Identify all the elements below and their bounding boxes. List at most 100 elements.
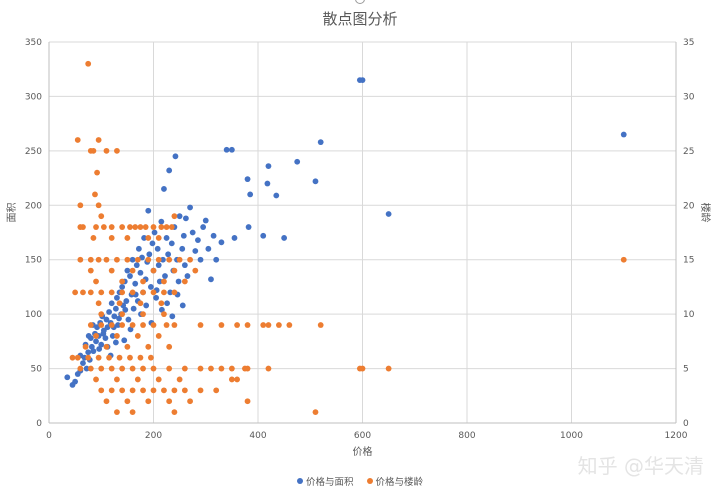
price-age-point [100,224,107,230]
price-age-point [155,235,162,241]
price-area-point [88,343,95,350]
price-area-point [184,273,191,279]
price-area-point [111,313,118,320]
price-age-point [103,398,110,405]
price-age-point [158,224,165,230]
chart-legend: 价格与面积 价格与楼龄 [0,474,720,488]
price-age-point [116,300,123,307]
price-area-point [137,269,144,276]
price-age-point [129,267,136,274]
price-area-point [180,232,187,239]
price-age-point [145,235,152,241]
price-area-point [197,256,204,263]
price-area-point [122,306,129,313]
price-age-point [171,213,178,220]
price-area-point [265,163,272,169]
price-age-point [108,267,115,274]
price-age-point [124,398,131,405]
price-area-point [153,294,160,301]
price-area-point [158,306,165,313]
price-age-point [77,202,84,209]
price-age-point [87,365,94,372]
price-age-point [87,256,94,263]
price-age-point [265,322,272,328]
price-age-point [134,256,141,263]
price-age-point [98,311,105,318]
price-age-point [87,322,94,328]
price-age-point [92,191,98,198]
price-area-point [127,273,133,279]
x-tick-label: 800 [458,431,475,441]
price-age-point [108,322,115,328]
price-age-point [119,289,126,296]
price-age-point [208,365,214,372]
legend-item-price-area: 价格与面积 [296,474,353,488]
y2-tick-label: 0 [683,419,689,429]
price-area-point [145,207,152,214]
price-age-point [140,311,146,318]
price-area-point [231,235,238,241]
price-area-point [112,339,119,346]
price-age-point [137,224,144,230]
x-tick-label: 200 [145,431,162,441]
price-area-point [147,284,154,290]
price-area-point [149,240,156,247]
legend-marker-price-age [366,478,373,484]
price-age-point [161,387,167,394]
y-tick-label: 250 [25,147,42,157]
price-area-point [208,276,214,283]
price-area-point [260,232,267,239]
price-area-point [166,167,173,174]
price-age-point [166,343,173,350]
price-area-point [192,248,199,254]
price-age-point [228,365,235,372]
price-age-point [137,354,144,361]
price-age-point [90,235,97,241]
y-tick-label: 50 [31,365,43,375]
y2-tick-label: 25 [683,147,694,157]
price-age-point [119,311,126,318]
price-age-point [161,278,167,285]
price-area-point [129,256,136,263]
price-age-point [176,256,183,263]
price-area-point [154,245,161,252]
price-age-point [140,289,146,296]
price-age-point [260,322,267,328]
y-axis-title: 面积 [6,203,18,223]
price-area-point [64,374,71,381]
watermark: 知乎 @华天清 [577,454,704,478]
price-area-point [187,204,193,211]
price-age-point [286,322,293,328]
price-area-point [90,348,97,355]
price-age-point [163,322,170,328]
price-area-point [312,178,319,185]
price-area-point [161,186,167,192]
price-area-point [189,229,196,236]
y2-tick-label: 35 [683,38,694,48]
price-area-point [103,316,110,323]
price-area-point [163,235,170,241]
price-area-point [164,300,170,307]
price-area-point [317,139,324,146]
x-tick-label: 400 [249,431,266,441]
x-tick-label: 0 [46,431,52,441]
price-age-point [158,300,165,307]
price-area-point [172,153,179,160]
price-area-point [108,300,115,307]
price-age-point [98,365,105,372]
price-age-point [114,147,120,154]
price-age-point [176,376,183,383]
price-age-point [124,343,131,350]
price-age-point [98,322,105,328]
price-age-point [150,289,157,296]
price-age-point [129,387,136,394]
price-age-point [228,376,235,383]
price-age-point [87,289,94,296]
y-tick-label: 100 [25,310,42,320]
price-area-point [85,333,92,339]
price-age-point [166,365,173,372]
price-age-point [168,224,175,230]
price-area-point [202,217,209,224]
price-age-point [244,365,251,372]
